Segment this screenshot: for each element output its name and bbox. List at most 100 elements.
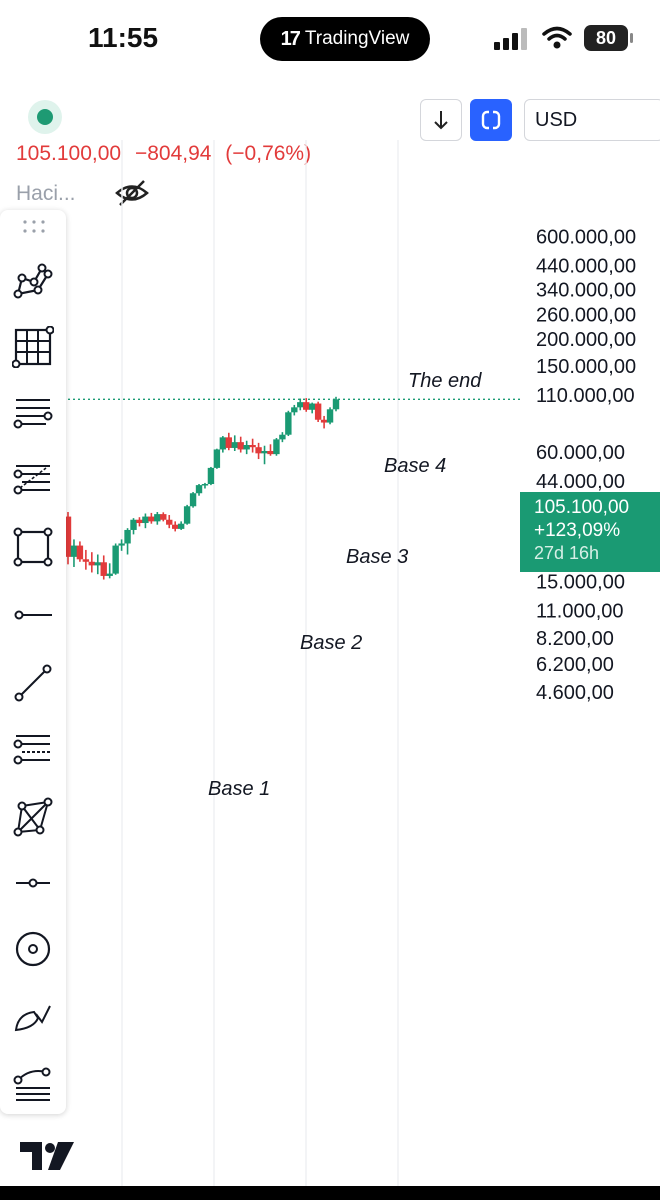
candle	[148, 512, 155, 524]
candle-body	[213, 449, 221, 468]
candle-body	[70, 545, 78, 557]
candle-body	[166, 519, 173, 525]
fib-tool-icon	[13, 465, 50, 495]
chart-annotation[interactable]: Base 3	[346, 546, 408, 568]
candle-body	[64, 516, 72, 557]
hide-eye-icon[interactable]	[114, 178, 150, 208]
candle-body	[160, 514, 167, 520]
candle	[130, 518, 137, 535]
price-axis-label: 440.000,00	[536, 255, 636, 277]
candle	[142, 513, 149, 529]
candle	[308, 402, 316, 414]
candle-body	[255, 447, 262, 454]
price-axis-label: 8.200,00	[536, 628, 614, 650]
auto-scale-button[interactable]	[470, 99, 512, 141]
candle	[326, 407, 334, 425]
candle-body	[303, 402, 310, 410]
projection-tool-icon	[13, 1067, 51, 1101]
candle	[124, 528, 131, 555]
candle-body	[261, 450, 268, 454]
candle-body	[106, 573, 113, 576]
trend-line-tool-button[interactable]	[8, 658, 58, 708]
candle	[112, 543, 119, 575]
candle-body	[148, 516, 155, 522]
horizontal-ray-tool-button[interactable]	[8, 590, 58, 640]
candle-body	[249, 445, 256, 448]
candle	[279, 432, 286, 443]
candle-body	[326, 409, 334, 423]
candle	[177, 521, 185, 530]
candle	[291, 404, 298, 416]
candle	[297, 398, 304, 411]
tradingview-logo-icon: 17	[280, 27, 301, 50]
projection-tool-button[interactable]	[8, 1058, 58, 1108]
candle-body	[219, 437, 227, 450]
volume-indicator-label[interactable]: Haci...	[16, 182, 76, 205]
pattern-tool-icon	[13, 263, 53, 299]
candle-body	[112, 545, 119, 574]
circle-tool-button[interactable]	[8, 924, 58, 974]
current-price-value: 105.100,00	[534, 497, 630, 518]
candle	[183, 504, 191, 525]
chart-annotation[interactable]: Base 2	[300, 632, 362, 654]
candle-body	[291, 407, 298, 413]
candle-body	[273, 439, 280, 455]
candle	[219, 436, 227, 453]
candle	[249, 438, 256, 453]
candle-body	[231, 442, 238, 448]
grid-tool-button[interactable]	[8, 322, 58, 372]
candle	[100, 555, 107, 580]
last-price: 105.100,00	[16, 142, 122, 165]
candle	[64, 512, 72, 565]
candle-body	[82, 559, 90, 562]
price-axis-label: 44.000,00	[536, 471, 625, 493]
parallel-lines-tool-button[interactable]	[8, 388, 58, 438]
candle-body	[243, 445, 250, 450]
candle	[225, 432, 232, 451]
home-indicator-bar	[0, 1186, 660, 1200]
candle-body	[94, 562, 101, 566]
lines-tool-icon	[13, 399, 53, 429]
candle-body	[177, 523, 185, 529]
price-summary: 105.100,00 −804,94 (−0,76%)	[16, 142, 319, 166]
candle-body	[297, 402, 304, 408]
chart-annotation[interactable]: Base 1	[208, 778, 270, 800]
fib-retracement-tool-button[interactable]	[8, 454, 58, 504]
candle-countdown: 27d 16h	[534, 543, 600, 563]
price-axis-label: 600.000,00	[536, 226, 636, 248]
candle-body	[267, 450, 274, 455]
candle	[154, 512, 161, 525]
candle	[76, 541, 84, 562]
candle	[172, 521, 179, 532]
candle-body	[320, 419, 328, 423]
price-chart[interactable]: 600.000,00 440.000,00 340.000,00 260.000,00…	[0, 140, 660, 1186]
candle	[237, 436, 244, 453]
candle	[207, 466, 215, 486]
app-pill[interactable]: 17 TradingView	[260, 17, 430, 61]
candle	[136, 517, 143, 527]
status-time: 11:55	[88, 22, 159, 53]
price-change: −804,94	[134, 142, 212, 165]
candle	[201, 482, 209, 489]
pattern-tool-button[interactable]	[8, 256, 58, 306]
scroll-to-latest-button[interactable]	[420, 99, 462, 141]
candle	[160, 512, 167, 522]
candle	[320, 415, 328, 429]
rectangle-tool-button[interactable]	[8, 522, 58, 572]
cellular-signal-icon	[494, 28, 527, 50]
drag-handle-icon[interactable]	[22, 218, 46, 236]
chart-annotation[interactable]: The end	[408, 370, 482, 392]
currency-selector[interactable]: USD	[524, 99, 660, 141]
price-axis-label: 340.000,00	[536, 280, 636, 302]
cross-line-tool-button[interactable]	[8, 858, 58, 908]
trend-line-icon	[14, 664, 52, 702]
candle-body	[189, 493, 197, 507]
brush-tool-button[interactable]	[8, 992, 58, 1042]
polygon-tool-button[interactable]	[8, 792, 58, 842]
candle-body	[332, 399, 340, 410]
fib-channel-tool-button[interactable]	[8, 724, 58, 774]
candle	[303, 398, 310, 412]
chart-annotation[interactable]: Base 4	[384, 455, 446, 477]
candle	[261, 445, 268, 465]
price-axis-label: 60.000,00	[536, 442, 625, 464]
